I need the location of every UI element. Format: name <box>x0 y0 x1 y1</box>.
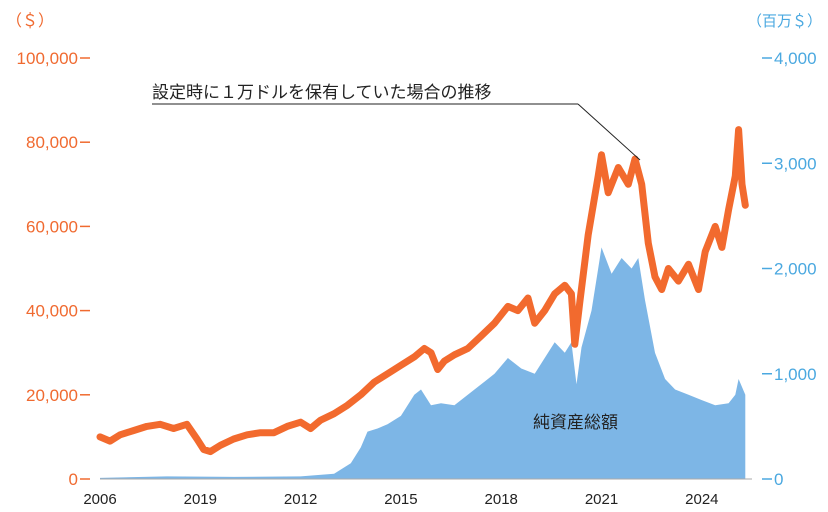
left-axis-tick-label: 80,000 <box>26 133 78 152</box>
investment-growth-line-path <box>96 126 749 456</box>
x-axis-tick-label: 2018 <box>485 491 518 508</box>
left-axis-tick-label: 20,000 <box>26 386 78 405</box>
x-axis-tick-label: 2015 <box>384 491 417 508</box>
right-axis-tick-label: 4,000 <box>774 49 817 68</box>
x-axis-tick-label: 2024 <box>685 491 718 508</box>
left-axis-unit: （＄） <box>6 11 54 30</box>
net-assets-area-path <box>100 247 746 479</box>
x-axis-tick-label: 2006 <box>83 491 116 508</box>
x-axis-tick-label: 2021 <box>585 491 618 508</box>
right-axis-tick-label: 0 <box>774 470 783 489</box>
x-axis: 2006 2019 2012 2015 2018 2021 2024 <box>83 478 752 508</box>
annotation-net-assets-label: 純資産総額 <box>533 413 618 433</box>
annotation-growth-leader <box>577 103 641 161</box>
left-axis-tick-label: 0 <box>69 470 78 489</box>
right-axis-unit: （百万＄） <box>747 12 822 30</box>
right-axis-tick-label: 2,000 <box>774 260 817 279</box>
right-axis: 0 1,000 2,000 3,000 4,000 <box>762 49 817 489</box>
left-axis-tick-label: 60,000 <box>26 217 78 236</box>
x-axis-tick-label: 2019 <box>184 491 217 508</box>
x-axis-tick-label: 2012 <box>284 491 317 508</box>
right-axis-tick-label: 1,000 <box>774 365 817 384</box>
net-assets-area <box>100 247 746 479</box>
annotation-growth-label: 設定時に１万ドルを保有していた場合の推移 <box>152 83 492 103</box>
left-axis: 0 20,000 40,000 60,000 80,000 100,000 <box>17 49 90 489</box>
annotation-growth: 設定時に１万ドルを保有していた場合の推移 <box>152 83 641 161</box>
investment-growth-line <box>96 126 749 456</box>
left-axis-tick-label: 100,000 <box>17 49 78 68</box>
left-axis-tick-label: 40,000 <box>26 302 78 321</box>
right-axis-tick-label: 3,000 <box>774 154 817 173</box>
